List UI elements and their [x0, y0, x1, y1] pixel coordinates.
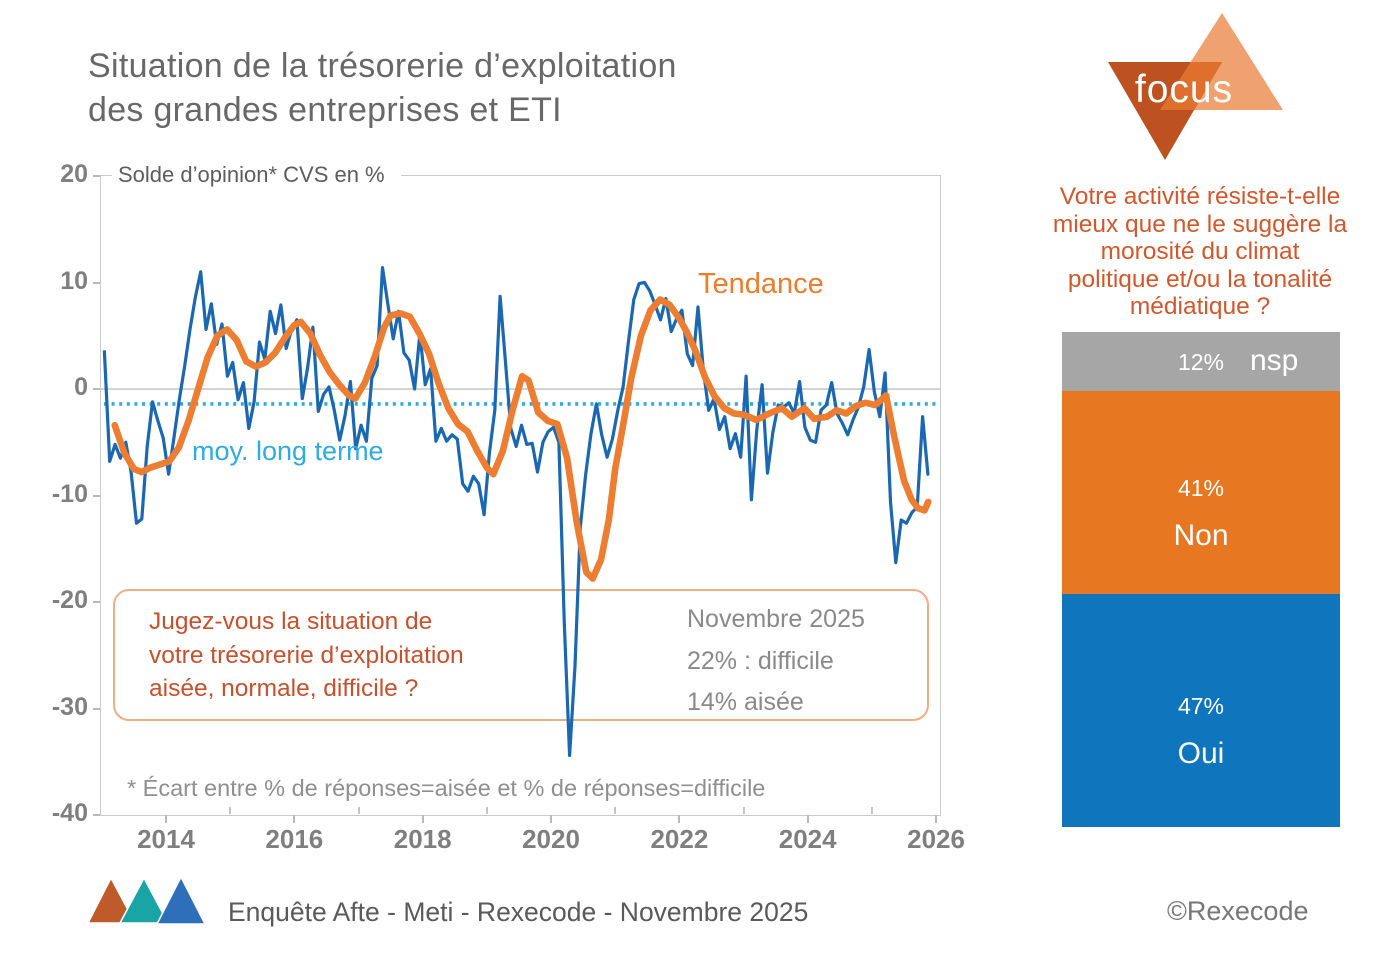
x-axis-label: 2018 — [393, 824, 452, 854]
stat-difficile: 22% : difficile — [687, 646, 834, 675]
plot-area — [100, 175, 941, 816]
y-axis-tick — [93, 281, 100, 284]
y-axis-label: -30 — [51, 692, 88, 721]
x-axis-label: 2014 — [137, 824, 195, 854]
x-axis-tick — [806, 815, 809, 823]
x-axis-minor-tick — [614, 807, 617, 814]
survey-question-line3: aisée, normale, difficile ? — [149, 675, 419, 702]
trend-series-label: Tendance — [698, 268, 824, 300]
side-panel-question: Votre activité résiste-t-elle mieux que … — [1036, 183, 1364, 321]
x-axis-minor-tick — [357, 807, 360, 814]
y-axis-tick — [93, 388, 100, 390]
side-question-line5: médiatique ? — [1129, 293, 1271, 320]
x-axis-tick — [421, 815, 424, 823]
y-axis-tick — [93, 494, 100, 497]
latest-survey-stats: Novembre 2025 22% : difficile 14% aisée — [687, 599, 865, 724]
side-question-line3: morosité du climat — [1100, 238, 1300, 265]
x-axis-tick — [293, 815, 296, 823]
y-axis-tick — [93, 175, 100, 177]
rexecode-logo — [86, 875, 207, 925]
longterm-series-label: moy. long terme — [192, 436, 384, 466]
logo-triangle-orange — [86, 876, 137, 924]
line-chart — [100, 265, 941, 758]
x-axis-tick — [550, 815, 553, 823]
latest-survey-date: Novembre 2025 — [687, 605, 865, 633]
stat-aisee: 14% aisée — [687, 688, 804, 716]
x-axis-label: 2016 — [265, 824, 324, 854]
bar-segment-oui: 47% Oui — [1062, 594, 1340, 827]
y-axis-tick — [93, 814, 100, 816]
page-title-line2: des grandes entreprises et ETI — [88, 91, 562, 129]
side-question-line2: mieux que ne le suggère la — [1052, 210, 1348, 238]
y-axis-label: -40 — [51, 799, 88, 827]
x-axis-minor-tick — [229, 807, 232, 814]
stacked-bar-chart: 12% nsp 41% Non 47% Oui — [1062, 332, 1340, 827]
y-axis-tick — [93, 601, 100, 603]
x-axis-tick — [935, 815, 938, 823]
side-question-line1: Votre activité résiste-t-elle — [1059, 183, 1341, 210]
chart-footnote: * Écart entre % de réponses=aisée et % d… — [127, 775, 766, 801]
bar-segment-pct: 41% — [1177, 474, 1225, 501]
trend-line — [111, 296, 932, 582]
y-axis-label: -10 — [51, 479, 88, 508]
logo-triangle-blue — [155, 875, 207, 925]
y-axis-label: -20 — [51, 586, 88, 614]
x-axis-minor-tick — [742, 807, 745, 814]
copyright: ©Rexecode — [1167, 896, 1309, 926]
y-axis-label: 10 — [60, 266, 88, 295]
logo-triangle-teal — [118, 876, 170, 924]
bar-segment-pct: 47% — [1177, 692, 1225, 719]
side-question-line4: politique et/ou la tonalité — [1067, 265, 1333, 293]
bar-segment-pct: 12% — [1177, 349, 1225, 375]
x-axis-minor-tick — [870, 807, 873, 814]
source-caption: Enquête Afte - Meti - Rexecode - Novembr… — [228, 897, 809, 927]
x-axis-label: 2020 — [522, 824, 580, 854]
focus-logo-overlap — [1160, 62, 1222, 110]
x-axis-label: 2026 — [907, 824, 965, 854]
survey-question-box: Jugez-vous la situation de votre trésore… — [113, 589, 929, 721]
x-axis-tick — [678, 815, 681, 823]
page-title-line1: Situation de la trésorerie d’exploitatio… — [88, 47, 677, 85]
axis-unit-label: Solde d’opinion* CVS en % — [112, 160, 401, 190]
survey-question-text: Jugez-vous la situation de votre trésore… — [149, 605, 464, 706]
survey-question-line1: Jugez-vous la situation de — [149, 608, 433, 635]
bar-segment-label: Oui — [1177, 736, 1225, 770]
x-axis-label: 2024 — [778, 824, 837, 854]
x-axis-tick — [165, 815, 167, 823]
monthly-balance-line — [102, 265, 930, 758]
y-axis-label: 0 — [74, 373, 88, 401]
bar-segment-non: 41% Non — [1062, 391, 1340, 595]
bar-segment-label: nsp — [1250, 344, 1299, 377]
y-axis-tick — [93, 707, 100, 710]
bar-segment-nsp: 12% nsp — [1062, 332, 1340, 392]
survey-question-line2: votre trésorerie d’exploitation — [149, 641, 464, 669]
bar-segment-label: Non — [1173, 518, 1229, 552]
x-axis-label: 2022 — [650, 824, 709, 854]
page-title: Situation de la trésorerie d’exploitatio… — [88, 44, 677, 132]
x-axis-minor-tick — [485, 807, 488, 814]
y-axis-label: 20 — [60, 160, 88, 188]
focus-logo: focus — [1108, 13, 1283, 160]
focus-logo-text: focus — [1135, 68, 1233, 111]
